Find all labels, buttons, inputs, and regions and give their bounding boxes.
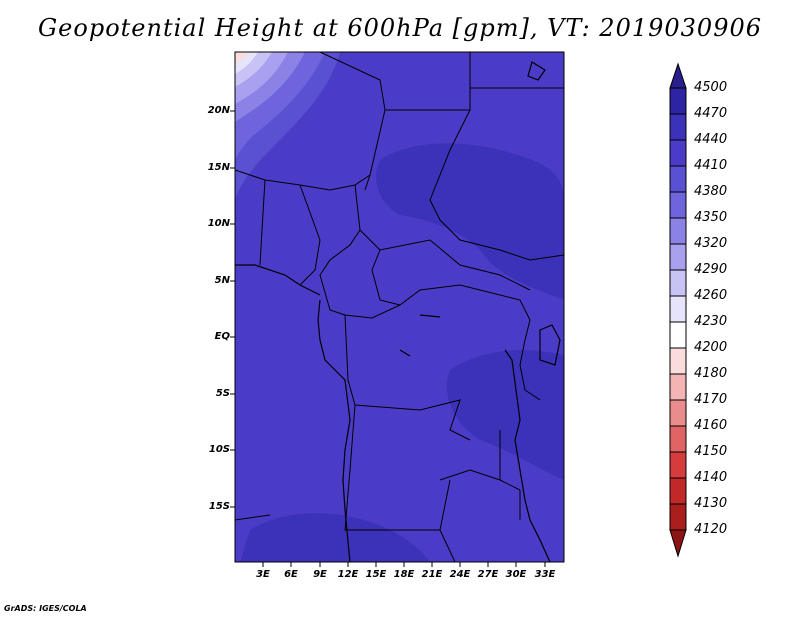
height-contour-4440-south: [240, 513, 430, 562]
colorbar-box: [669, 451, 687, 479]
lon-label-9e: 9E: [313, 569, 327, 580]
lon-ticks: [262, 562, 546, 567]
lat-label-10n: 10N: [207, 218, 230, 229]
height-field-base: [235, 52, 564, 562]
colorbar-label: 4410: [694, 158, 728, 173]
map-title: Geopotential Height at 600hPa [gpm], VT:…: [38, 14, 762, 42]
lat-label-5n: 5N: [214, 275, 230, 286]
colorbar-label: 4160: [694, 418, 728, 433]
colorbar-label: 4260: [694, 288, 728, 303]
colorbar-box: [669, 425, 687, 453]
coastlines: [235, 61, 561, 562]
height-contour-4200: [235, 52, 248, 64]
colorbar-box: [669, 243, 687, 271]
lon-label-12e: 12E: [337, 569, 359, 580]
lat-label-10s: 10S: [208, 444, 230, 455]
colorbar-box: [669, 347, 687, 375]
lat-label-20n: 20N: [207, 105, 230, 116]
lat-label-5s: 5S: [215, 388, 230, 399]
colorbar-label: 4440: [694, 132, 728, 147]
colorbar-label: 4350: [694, 210, 728, 225]
lon-label-18e: 18E: [393, 569, 415, 580]
colorbar-box: [669, 217, 687, 245]
map-plot-area: [235, 52, 564, 562]
colorbar-box: [669, 477, 687, 505]
colorbar-box: [669, 165, 687, 193]
lon-label-21e: 21E: [421, 569, 443, 580]
lon-label-30e: 30E: [505, 569, 527, 580]
footer-credit: GrADS: IGES/COLA: [4, 604, 87, 613]
colorbar-bottom-arrow: [669, 529, 687, 558]
colorbar-box: [669, 399, 687, 427]
colorbar-label: 4230: [694, 314, 728, 329]
colorbar-label: 4150: [694, 444, 728, 459]
colorbar-label: 4290: [694, 262, 728, 277]
lon-label-6e: 6E: [284, 569, 298, 580]
colorbar-box: [669, 269, 687, 297]
colorbar-label: 4130: [694, 496, 728, 511]
lon-label-15e: 15E: [365, 569, 387, 580]
colorbar-boxes: [669, 87, 687, 531]
colorbar-box: [669, 321, 687, 349]
lat-label-15s: 15S: [208, 501, 230, 512]
colorbar-box: [669, 503, 687, 531]
colorbar: [669, 62, 687, 558]
height-contour-4440-north: [376, 143, 564, 300]
colorbar-label: 4140: [694, 470, 728, 485]
colorbar-label: 4380: [694, 184, 728, 199]
colorbar-box: [669, 191, 687, 219]
colorbar-label: 4180: [694, 366, 728, 381]
lat-label-eq: EQ: [214, 331, 230, 342]
lon-label-27e: 27E: [477, 569, 499, 580]
colorbar-box: [669, 113, 687, 141]
map-frame: [234, 51, 565, 563]
colorbar-label: 4200: [694, 340, 728, 355]
colorbar-label: 4470: [694, 106, 728, 121]
lat-ticks: [230, 110, 235, 508]
colorbar-label: 4500: [694, 80, 728, 95]
colorbar-box: [669, 87, 687, 115]
height-contour-4440-east: [446, 350, 564, 480]
country-borders: [235, 52, 564, 562]
colorbar-top-arrow: [669, 62, 687, 89]
colorbar-label: 4320: [694, 236, 728, 251]
colorbar-box: [669, 373, 687, 401]
colorbar-box: [669, 295, 687, 323]
lon-label-3e: 3E: [256, 569, 270, 580]
colorbar-box: [669, 139, 687, 167]
colorbar-label: 4120: [694, 522, 728, 537]
lat-label-15n: 15N: [207, 162, 230, 173]
lon-label-33e: 33E: [534, 569, 556, 580]
lon-label-24e: 24E: [449, 569, 471, 580]
colorbar-label: 4170: [694, 392, 728, 407]
